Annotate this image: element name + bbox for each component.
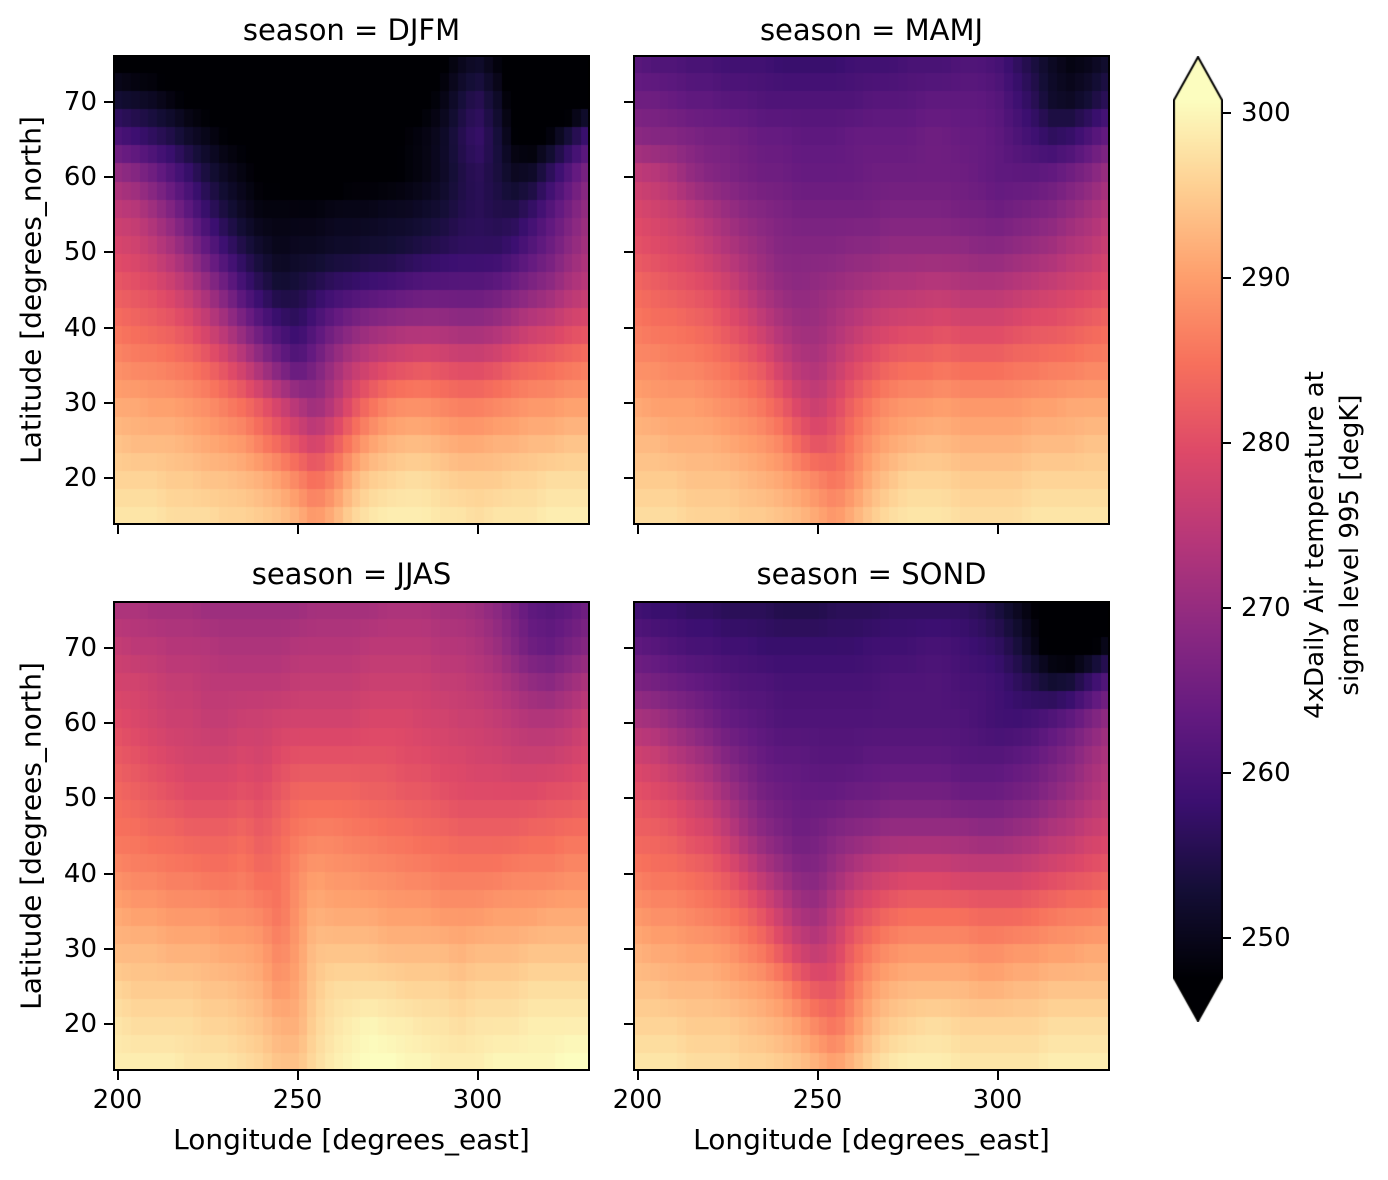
y-tick-mark [104, 1023, 113, 1025]
y-tick-mark [624, 647, 633, 649]
x-tick-label: 250 [272, 1085, 323, 1115]
facet-panel-mamj [633, 55, 1110, 525]
facet-title-djfm: season = DJFM [242, 13, 461, 47]
colorbar-tick-label: 260 [1241, 758, 1291, 789]
y-tick-mark [624, 797, 633, 800]
x-tick-mark [816, 525, 819, 534]
x-tick-mark [296, 525, 299, 534]
x-tick-mark [296, 1071, 299, 1080]
x-tick-mark [816, 1071, 819, 1080]
colorbar [1173, 56, 1223, 1022]
y-tick-label: 20 [63, 1009, 97, 1039]
y-tick-mark [104, 176, 113, 179]
colorbar-label: 4xDaily Air temperature at sigma level 9… [1298, 371, 1368, 719]
x-tick-mark [476, 525, 479, 534]
y-tick-mark [624, 326, 633, 329]
colorbar-tick-label: 290 [1241, 263, 1291, 294]
x-tick-mark [636, 1071, 639, 1080]
colorbar-tick-label: 270 [1241, 593, 1291, 624]
y-tick-mark [624, 251, 633, 254]
colorbar-label-line1: 4xDaily Air temperature at [1300, 371, 1330, 719]
heatmap-jjas [113, 601, 590, 1071]
heatmap-mamj [633, 55, 1110, 525]
colorbar-tick-label: 250 [1241, 923, 1291, 954]
y-tick-label: 70 [63, 87, 97, 117]
y-tick-mark [104, 101, 113, 103]
y-tick-mark [104, 722, 113, 725]
x-tick-label: 200 [92, 1085, 143, 1115]
y-tick-mark [624, 872, 633, 875]
x-tick-label: 300 [452, 1085, 503, 1115]
x-tick-label: 200 [612, 1085, 663, 1115]
x-tick-mark [636, 525, 639, 534]
x-tick-mark [996, 525, 999, 534]
x-axis-label-right: Longitude [degrees_east] [693, 1123, 1050, 1156]
y-tick-mark [104, 326, 113, 329]
y-tick-mark [104, 477, 113, 479]
y-tick-mark [624, 477, 633, 479]
facet-title-jjas: season = JJAS [251, 557, 452, 591]
y-tick-mark [104, 647, 113, 649]
y-tick-label: 60 [63, 708, 97, 739]
x-tick-mark [116, 1071, 119, 1080]
y-tick-label: 50 [63, 237, 97, 268]
colorbar-tick-mark [1223, 607, 1231, 610]
heatmap-sond [633, 601, 1110, 1071]
x-tick-label: 300 [972, 1085, 1023, 1115]
y-tick-label: 30 [63, 387, 97, 418]
y-tick-mark [624, 722, 633, 725]
y-tick-label: 30 [63, 933, 97, 964]
colorbar-tick-label: 300 [1241, 98, 1291, 129]
y-tick-label: 50 [63, 783, 97, 814]
y-tick-mark [624, 401, 633, 404]
y-tick-mark [624, 947, 633, 950]
colorbar-tick-mark [1223, 442, 1231, 445]
y-tick-label: 40 [63, 312, 97, 343]
colorbar-tick-label: 280 [1241, 428, 1291, 459]
y-tick-mark [104, 947, 113, 950]
y-tick-label: 40 [63, 858, 97, 889]
heatmap-djfm [113, 55, 590, 525]
x-tick-mark [116, 525, 119, 534]
y-tick-mark [624, 101, 633, 103]
y-tick-mark [104, 797, 113, 800]
x-tick-mark [996, 1071, 999, 1080]
colorbar-tick-mark [1223, 937, 1231, 940]
y-tick-mark [624, 1023, 633, 1025]
colorbar-tick-mark [1223, 277, 1231, 280]
x-tick-label: 250 [792, 1085, 843, 1115]
facet-title-mamj: season = MAMJ [759, 13, 984, 47]
y-tick-mark [624, 176, 633, 179]
facet-panel-sond [633, 601, 1110, 1071]
facet-panel-djfm [113, 55, 590, 525]
y-tick-label: 70 [63, 633, 97, 663]
x-tick-mark [476, 1071, 479, 1080]
facet-panel-jjas [113, 601, 590, 1071]
y-tick-label: 60 [63, 162, 97, 193]
facet-title-sond: season = SOND [756, 557, 987, 591]
colorbar-tick-mark [1223, 112, 1231, 115]
colorbar-label-line2: sigma level 995 [degK] [1335, 394, 1365, 696]
x-axis-label-left: Longitude [degrees_east] [173, 1123, 530, 1156]
colorbar-tick-mark [1223, 772, 1231, 775]
y-tick-mark [104, 872, 113, 875]
y-tick-mark [104, 401, 113, 404]
y-tick-label: 20 [63, 463, 97, 493]
y-tick-mark [104, 251, 113, 254]
